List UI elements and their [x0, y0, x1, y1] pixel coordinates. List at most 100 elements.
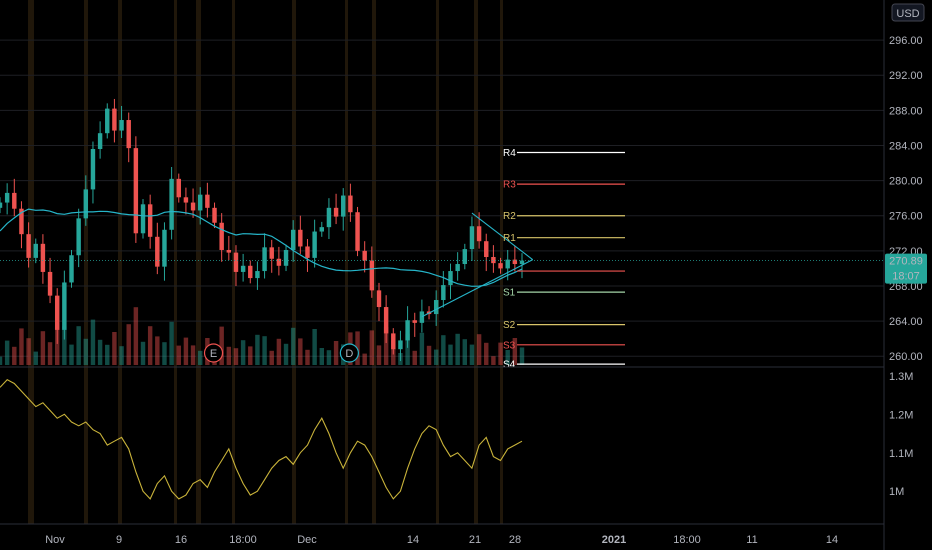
candle-body[interactable] [290, 229, 296, 250]
candle-body[interactable] [462, 249, 468, 265]
candle-body[interactable] [319, 227, 324, 232]
candle-body[interactable] [0, 202, 3, 208]
candle-body[interactable] [198, 194, 203, 211]
candle-body[interactable] [484, 241, 489, 257]
candle-body[interactable] [126, 120, 131, 149]
candle-body[interactable] [469, 226, 475, 250]
candle-body[interactable] [312, 231, 317, 258]
candle-body[interactable] [355, 212, 360, 251]
currency-label[interactable]: USD [896, 8, 919, 20]
candle-body[interactable] [505, 259, 510, 269]
candle-body[interactable] [205, 194, 210, 208]
candle-body[interactable] [376, 290, 382, 308]
candle-body[interactable] [369, 260, 375, 291]
candle-body[interactable] [441, 285, 446, 301]
candle-body[interactable] [155, 236, 160, 267]
candle-body[interactable] [133, 148, 139, 234]
oscillator-tick-label: 1.2M [889, 409, 913, 421]
candle-body[interactable] [333, 207, 339, 217]
oscillator-axis-labels: 1M 1.1M 1.2M 1.3M [889, 371, 913, 498]
candle-body[interactable] [419, 311, 425, 323]
candle-body[interactable] [398, 340, 403, 350]
candle-body[interactable] [412, 320, 417, 323]
time-tick-label: Nov [45, 534, 65, 546]
candle-body[interactable] [276, 258, 282, 266]
currency-box[interactable] [891, 3, 925, 22]
candle-body[interactable] [4, 192, 10, 203]
candle-body[interactable] [26, 234, 31, 258]
price-badge: 270.89 18:07 [885, 253, 927, 284]
candle-body[interactable] [269, 247, 274, 259]
candle-body[interactable] [69, 255, 74, 283]
price-tick-label: 284.00 [889, 140, 923, 152]
candle-body[interactable] [40, 243, 46, 272]
candle-body[interactable] [448, 271, 453, 286]
candle-body[interactable] [47, 271, 53, 296]
candle-body[interactable] [12, 192, 17, 209]
candle-body[interactable] [112, 108, 117, 131]
candle-body[interactable] [19, 208, 24, 235]
candle-body[interactable] [248, 265, 253, 279]
candle-body[interactable] [76, 218, 81, 256]
candle-body[interactable] [341, 195, 346, 217]
candle-body[interactable] [54, 295, 60, 330]
candle-body[interactable] [183, 197, 189, 203]
candlestick-series[interactable] [0, 98, 525, 362]
candle-body[interactable] [240, 265, 246, 272]
currency-selector[interactable]: USD [891, 3, 925, 22]
candle-body[interactable] [305, 246, 310, 258]
price-tick-label: 268.00 [889, 281, 923, 293]
candle-body[interactable] [405, 320, 410, 341]
volume-bar [298, 338, 303, 365]
candle-body[interactable] [326, 207, 332, 228]
candle-body[interactable] [226, 249, 232, 253]
volume-bar [162, 342, 167, 365]
event-marker-label[interactable]: E [210, 348, 217, 360]
candle-body[interactable] [119, 120, 124, 131]
candle-body[interactable] [498, 263, 503, 269]
volume-bar [147, 326, 153, 365]
candle-body[interactable] [162, 229, 167, 267]
candle-body[interactable] [212, 207, 217, 223]
volume-bar [226, 346, 232, 365]
candle-body[interactable] [298, 229, 303, 247]
volume-bar [455, 333, 460, 365]
candle-body[interactable] [219, 222, 224, 250]
candle-body[interactable] [97, 133, 103, 149]
candle-body[interactable] [176, 178, 181, 198]
pivot-level-label: S2 [503, 320, 516, 331]
candle-body[interactable] [512, 259, 518, 265]
candle-body[interactable] [90, 149, 96, 190]
candle-body[interactable] [383, 307, 389, 334]
candle-body[interactable] [233, 252, 239, 272]
candle-body[interactable] [455, 264, 460, 272]
candle-body[interactable] [33, 243, 38, 258]
candle-body[interactable] [491, 257, 496, 264]
candle-body[interactable] [391, 333, 396, 350]
time-tick-label: 14 [826, 534, 838, 546]
session-band [474, 0, 478, 524]
candle-body[interactable] [283, 249, 289, 266]
candle-body[interactable] [190, 202, 196, 211]
candle-body[interactable] [348, 195, 353, 213]
candle-body[interactable] [105, 108, 110, 134]
time-tick-label: 11 [746, 534, 757, 546]
candle-body[interactable] [262, 247, 267, 272]
candle-body[interactable] [476, 226, 482, 242]
volume-bar [512, 338, 518, 365]
candle-body[interactable] [519, 260, 525, 265]
candle-body[interactable] [255, 271, 260, 279]
event-marker-circle[interactable] [203, 343, 224, 363]
session-band [292, 0, 296, 524]
event-marker-circle[interactable] [339, 343, 359, 363]
candle-body[interactable] [362, 250, 367, 261]
candle-body[interactable] [433, 300, 439, 315]
candle-body[interactable] [147, 204, 153, 237]
candle-body[interactable] [169, 178, 174, 230]
price-axis-labels: 260.00 264.00 268.00 272.00 276.00 280.00 284.… [889, 35, 923, 363]
candle-body[interactable] [83, 189, 89, 219]
candle-body[interactable] [140, 204, 146, 234]
candle-body[interactable] [62, 282, 67, 330]
event-marker-label[interactable]: D [345, 348, 353, 360]
